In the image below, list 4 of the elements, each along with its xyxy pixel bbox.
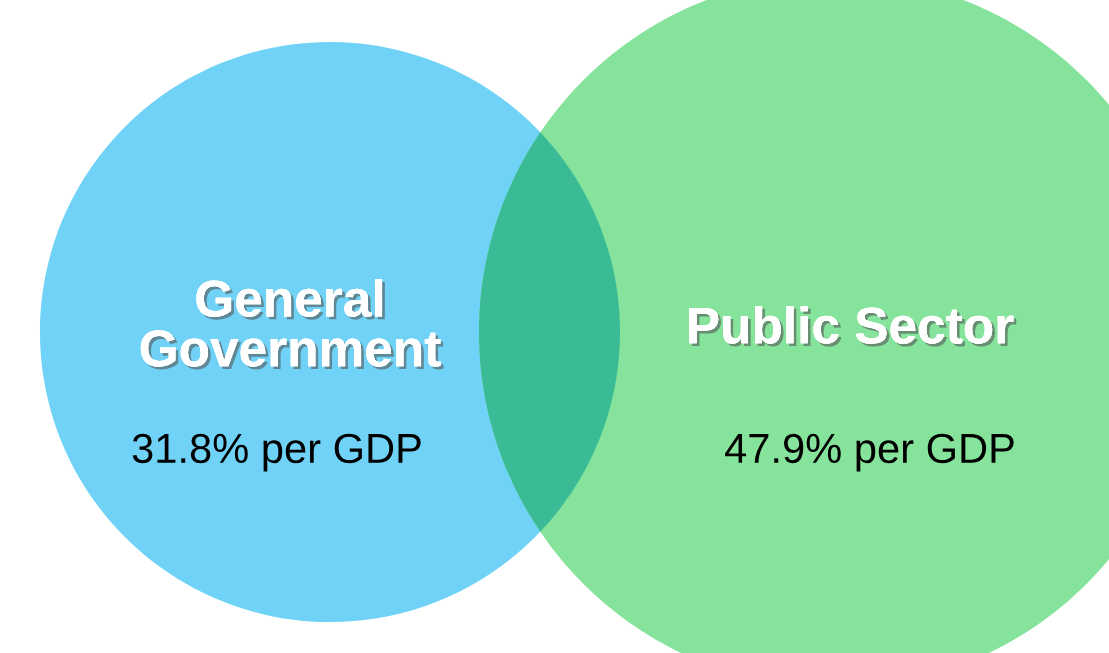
data-label: 47.9% per GDP: [725, 433, 1014, 472]
category-label: Public Sector: [689, 306, 1017, 347]
category-label: General Government: [140, 279, 444, 370]
data-label: 31.8% per GDP: [132, 433, 421, 472]
